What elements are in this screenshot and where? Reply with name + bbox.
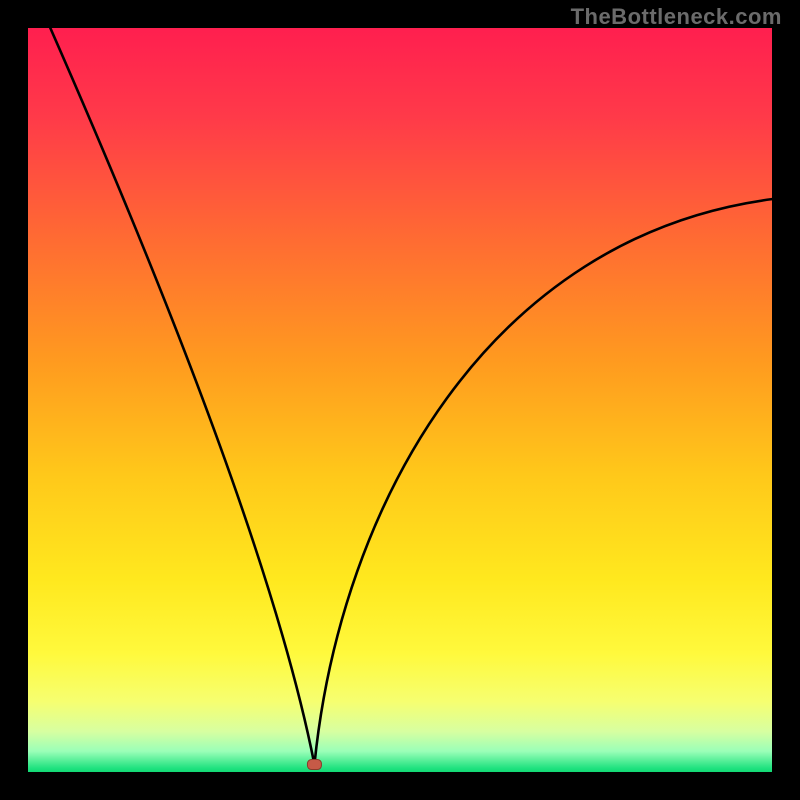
plot-background-gradient — [28, 28, 772, 772]
optimum-marker — [307, 760, 321, 770]
watermark-label: TheBottleneck.com — [571, 4, 782, 30]
chart-plot-area — [28, 28, 772, 772]
bottleneck-curve-chart — [28, 28, 772, 772]
